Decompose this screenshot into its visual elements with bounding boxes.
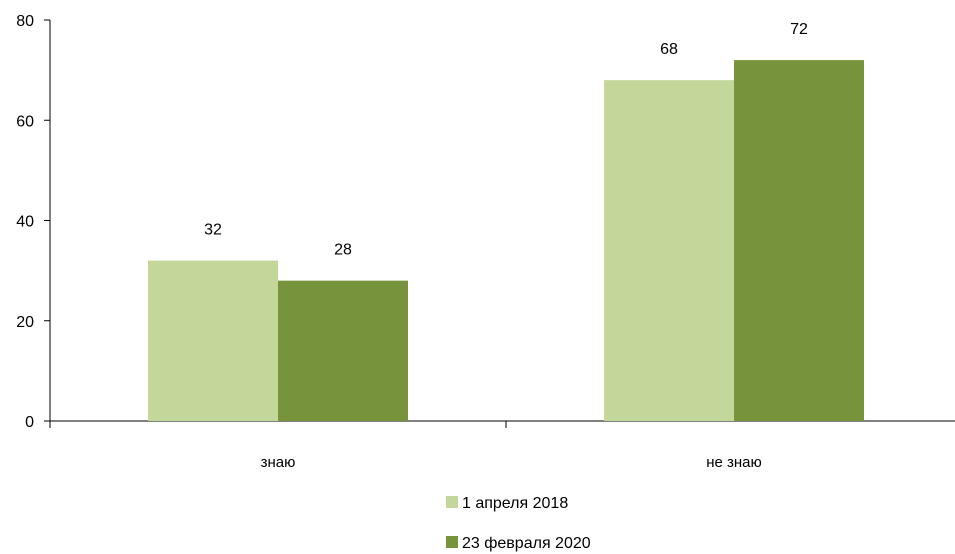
x-category-label: не знаю: [706, 454, 762, 471]
legend-swatch: [446, 536, 458, 548]
x-axis: знаю не знаю: [49, 420, 955, 471]
data-labels: 32 68 28 72: [204, 21, 808, 259]
x-category-label: знаю: [261, 454, 296, 471]
data-label: 28: [334, 242, 352, 259]
legend-label: 23 февраля 2020: [462, 535, 591, 552]
data-label: 32: [204, 222, 222, 239]
y-tick-label: 0: [25, 414, 34, 431]
data-label: 72: [790, 21, 808, 38]
bar: [148, 260, 278, 421]
legend-swatch: [446, 496, 458, 508]
bar: [278, 280, 408, 421]
y-tick-label: 60: [16, 113, 34, 130]
y-axis: 0 20 40 60 80: [16, 13, 51, 431]
bar: [604, 80, 734, 422]
legend-label: 1 апреля 2018: [462, 495, 568, 512]
y-tick-label: 80: [16, 13, 34, 30]
data-label: 68: [660, 41, 678, 58]
y-tick-label: 20: [16, 314, 34, 331]
bars: [148, 60, 864, 422]
legend: 1 апреля 2018 23 февраля 2020: [446, 495, 591, 552]
y-tick-label: 40: [16, 214, 34, 231]
bar: [734, 60, 864, 421]
